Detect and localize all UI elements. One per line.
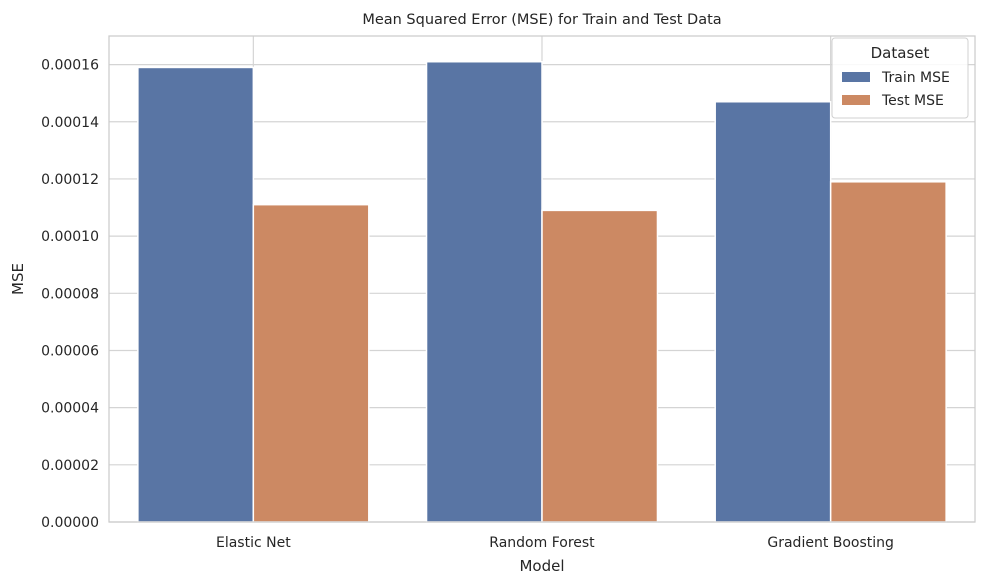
x-tick-labels: Elastic Net Random Forest Gradient Boostin…: [216, 535, 894, 551]
bar-elastic-net-train-mse: [137, 66, 255, 523]
bar-random-forest-train-mse: [425, 60, 543, 523]
legend-swatch-train-mse: [842, 72, 870, 82]
y-tick-label: 0.00006: [41, 343, 99, 359]
legend-label-train-mse: Train MSE: [881, 70, 950, 86]
bars: [137, 60, 947, 523]
y-tick-label: 0.00008: [41, 286, 99, 302]
plot-frame: [108, 35, 976, 523]
chart-title: Mean Squared Error (MSE) for Train and T…: [362, 12, 721, 28]
y-tick-label: 0.00014: [41, 115, 99, 131]
y-axis-label: MSE: [9, 263, 27, 295]
bar-gradient-boosting-test-mse: [829, 181, 947, 523]
y-tick-label: 0.00010: [41, 229, 99, 245]
bar-elastic-net-test-mse: [252, 203, 370, 523]
x-tick-label-elastic-net: Elastic Net: [216, 535, 291, 551]
y-tick-label: 0.00016: [41, 58, 99, 74]
legend-label-test-mse: Test MSE: [881, 93, 944, 109]
bar-random-forest-test-mse: [541, 209, 659, 523]
x-axis-label: Model: [519, 557, 564, 575]
y-tick-labels: 0.00000 0.00002 0.00004 0.00006 0.00008 0.000…: [41, 58, 99, 531]
legend: Dataset Train MSE Test MSE: [831, 37, 969, 119]
y-tick-label: 0.00002: [41, 458, 99, 474]
legend-title: Dataset: [871, 44, 930, 62]
x-tick-label-gradient-boosting: Gradient Boosting: [767, 535, 894, 551]
y-tick-label: 0.00000: [41, 515, 99, 531]
x-tick-label-random-forest: Random Forest: [489, 535, 595, 551]
y-tick-label: 0.00012: [41, 172, 99, 188]
y-tick-label: 0.00004: [41, 401, 99, 417]
legend-swatch-test-mse: [842, 95, 870, 105]
bar-gradient-boosting-train-mse: [714, 101, 832, 523]
